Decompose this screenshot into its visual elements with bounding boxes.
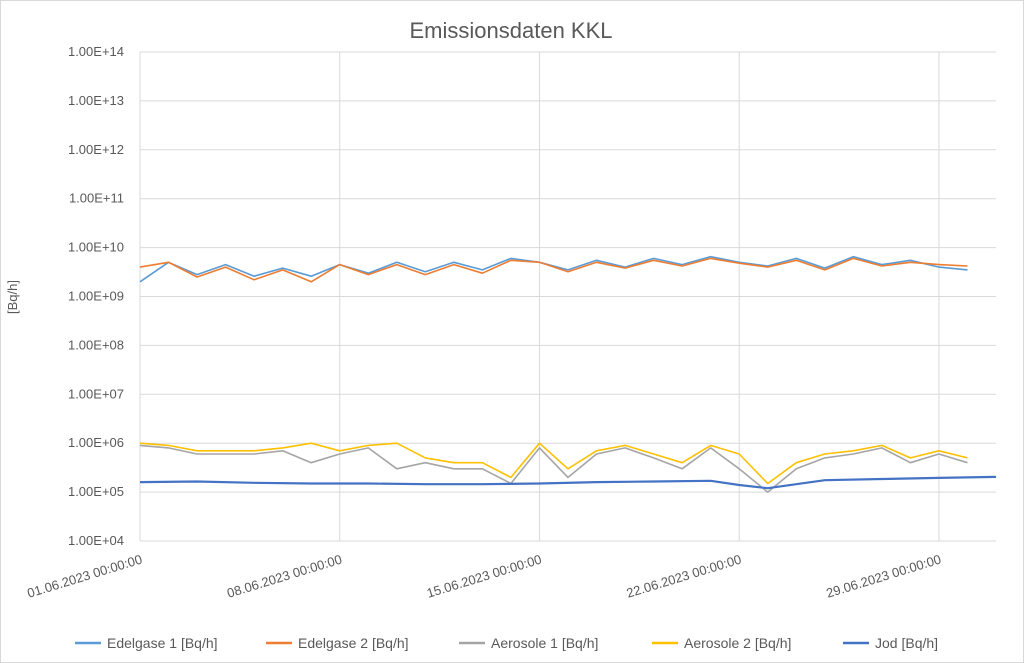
y-tick-label: 1.00E+04 bbox=[68, 533, 124, 548]
x-tick-labels: 01.06.2023 00:00:00 08.06.2023 00:00:00 15… bbox=[25, 552, 942, 601]
series-line-aerosole-1 bbox=[139, 444, 968, 493]
grid bbox=[139, 51, 996, 542]
legend-label-edelgase-2: Edelgase 2 [Bq/h] bbox=[298, 635, 409, 651]
y-tick-label: 1.00E+14 bbox=[68, 44, 124, 59]
series-line-edelgase-1 bbox=[139, 255, 968, 283]
y-tick-label: 1.00E+08 bbox=[68, 337, 124, 352]
series-line-aerosole-2 bbox=[139, 442, 968, 485]
legend: Edelgase 1 [Bq/h] Edelgase 2 [Bq/h] Aeroso… bbox=[75, 635, 938, 651]
y-tick-label: 1.00E+09 bbox=[68, 289, 124, 304]
series-line-jod bbox=[139, 475, 997, 490]
series-line-edelgase-2 bbox=[139, 257, 968, 283]
y-tick-label: 1.00E+05 bbox=[68, 484, 124, 499]
series-group bbox=[139, 255, 997, 493]
y-tick-label: 1.00E+11 bbox=[69, 191, 124, 206]
y-tick-label: 1.00E+06 bbox=[68, 435, 124, 450]
y-tick-label: 1.00E+10 bbox=[68, 240, 124, 255]
y-tick-label: 1.00E+13 bbox=[68, 93, 124, 108]
y-tick-labels: 1.00E+04 1.00E+05 1.00E+06 1.00E+07 1.00E+08… bbox=[68, 44, 124, 548]
legend-label-aerosole-1: Aerosole 1 [Bq/h] bbox=[491, 635, 598, 651]
legend-label-edelgase-1: Edelgase 1 [Bq/h] bbox=[107, 635, 218, 651]
chart-title: Emissionsdaten KKL bbox=[410, 18, 613, 43]
y-axis-label: [Bq/h] bbox=[5, 280, 20, 314]
legend-label-jod: Jod [Bq/h] bbox=[875, 635, 938, 651]
x-tick-label: 15.06.2023 00:00:00 bbox=[425, 552, 543, 601]
x-tick-label: 08.06.2023 00:00:00 bbox=[225, 552, 343, 601]
x-tick-label: 29.06.2023 00:00:00 bbox=[824, 552, 942, 601]
y-tick-label: 1.00E+07 bbox=[68, 386, 124, 401]
legend-label-aerosole-2: Aerosole 2 [Bq/h] bbox=[684, 635, 791, 651]
y-tick-label: 1.00E+12 bbox=[68, 142, 124, 157]
x-tick-label: 22.06.2023 00:00:00 bbox=[625, 552, 743, 601]
x-tick-label: 01.06.2023 00:00:00 bbox=[25, 552, 143, 601]
